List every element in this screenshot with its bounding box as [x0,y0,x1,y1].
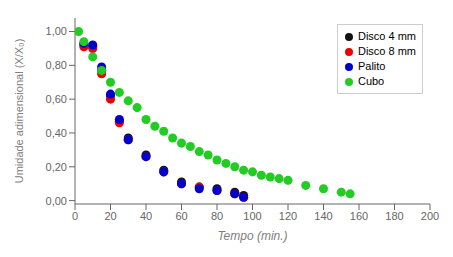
svg-text:20: 20 [104,210,116,222]
svg-text:0,40: 0,40 [46,127,67,139]
svg-text:0,20: 0,20 [46,161,67,173]
html-text:Disco 8 mm: Disco 8 mm [357,45,416,57]
svg-text:160: 160 [350,210,368,222]
html-text:Cubo: Cubo [357,75,385,87]
svg-text:0,60: 0,60 [46,93,67,105]
svg-text:0,80: 0,80 [46,59,67,71]
svg-text:120: 120 [279,210,297,222]
svg-text:140: 140 [314,210,332,222]
svg-text:80: 80 [211,210,223,222]
svg-text:1,00: 1,00 [46,25,67,37]
svg-text:Tempo (min.): Tempo (min.) [217,229,287,243]
html-text:Palito: Palito [357,60,386,72]
html-text:Disco 4 mm: Disco 4 mm [357,30,416,42]
svg-text:40: 40 [140,210,152,222]
svg-text:180: 180 [385,210,403,222]
svg-text:0,00: 0,00 [46,195,67,207]
svg-text:0: 0 [72,210,78,222]
svg-text:100: 100 [243,210,261,222]
svg-text:200: 200 [421,210,439,222]
svg-text:60: 60 [175,210,187,222]
svg-text:Umidade adimensional (X/X₀): Umidade adimensional (X/X₀) [13,39,25,184]
